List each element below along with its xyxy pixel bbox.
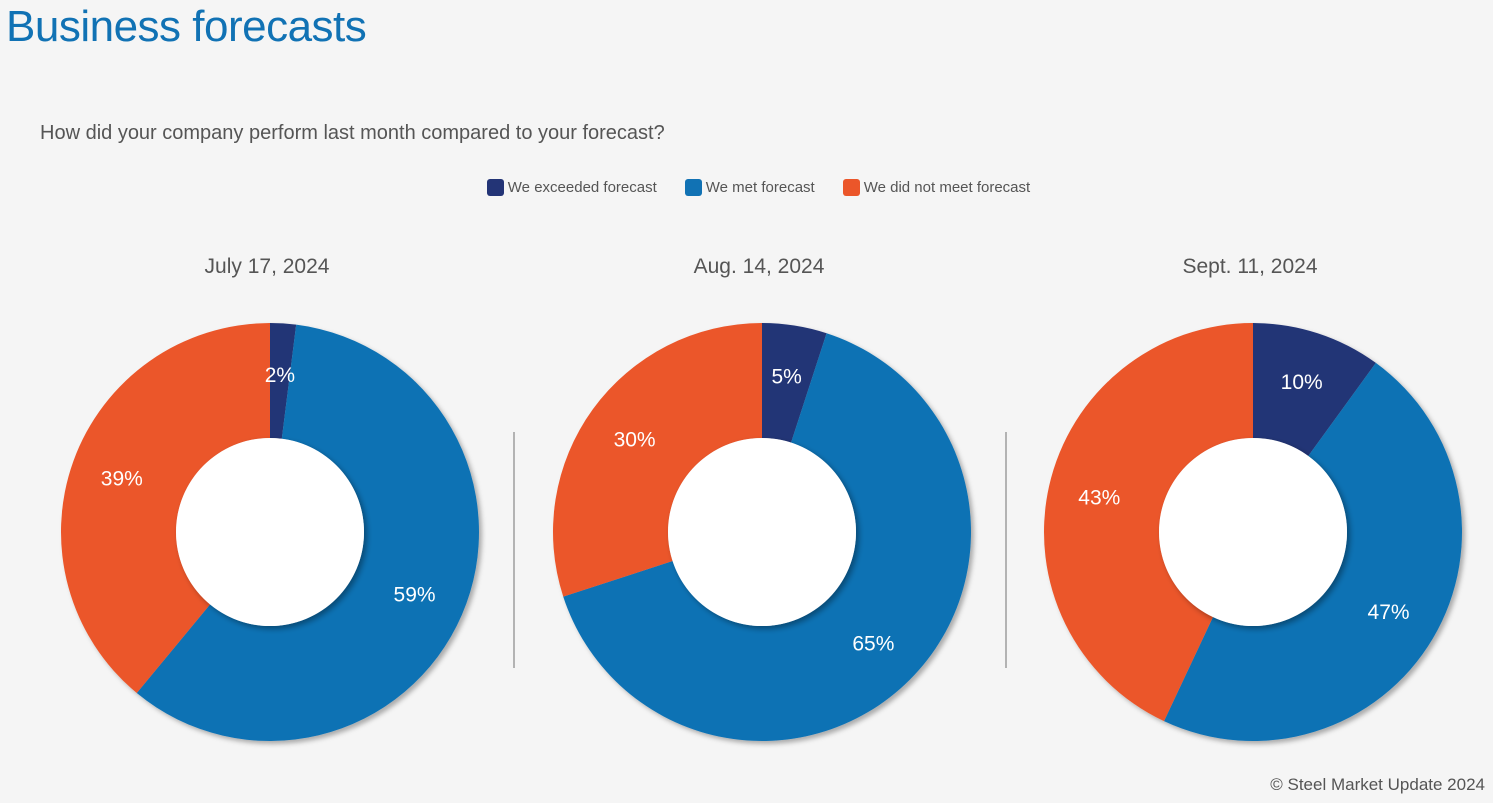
slice-july-met[interactable]: [136, 324, 479, 742]
chart-question: How did your company perform last month …: [40, 122, 665, 144]
donut-july: [60, 323, 479, 742]
chart-title-sept: Sept. 11, 2024: [1182, 255, 1318, 278]
slice-aug-exceeded[interactable]: [762, 323, 827, 443]
slice-sept-met[interactable]: [1164, 362, 1463, 742]
donut-hole-july: [176, 438, 364, 626]
data-label-sept-not-met: 43%: [1078, 487, 1120, 510]
donut-hole-sept: [1159, 438, 1347, 626]
data-label-sept-met: 47%: [1368, 601, 1410, 624]
page-title: Business forecasts: [6, 2, 367, 51]
legend-swatch-met: [684, 179, 702, 196]
slice-july-not-met[interactable]: [60, 323, 270, 694]
legend-swatch-exceeded: [486, 179, 504, 196]
donut-sept: [1044, 323, 1463, 742]
slice-sept-exceeded[interactable]: [1253, 323, 1376, 456]
legend-label-met: We met forecast: [705, 179, 815, 196]
donut-hole-aug: [668, 438, 856, 626]
data-label-july-met: 59%: [394, 584, 436, 607]
data-label-sept-exceeded: 10%: [1281, 371, 1323, 394]
legend-item-not-met[interactable]: We did not meet forecast: [842, 179, 1031, 196]
legend-swatch-not-met: [842, 179, 860, 196]
slice-aug-met[interactable]: [563, 333, 971, 742]
legend-item-exceeded[interactable]: We exceeded forecast: [486, 179, 657, 196]
legend-item-met[interactable]: We met forecast: [684, 179, 815, 196]
copyright-credit: © Steel Market Update 2024: [1270, 775, 1485, 794]
data-label-aug-exceeded: 5%: [771, 365, 801, 388]
legend: We exceeded forecast We met forecast We …: [0, 179, 1493, 196]
chart-title-july: July 17, 2024: [204, 255, 330, 278]
chart-title-aug: Aug. 14, 2024: [693, 255, 825, 278]
legend-label-exceeded: We exceeded forecast: [507, 179, 657, 196]
data-label-aug-not-met: 30%: [614, 428, 656, 451]
data-label-july-not-met: 39%: [101, 468, 143, 491]
donut-aug: [553, 323, 971, 742]
slice-aug-not-met[interactable]: [553, 323, 762, 597]
data-label-july-exceeded: 2%: [265, 364, 295, 387]
slice-july-exceeded[interactable]: [270, 323, 297, 439]
slice-sept-not-met[interactable]: [1044, 323, 1253, 722]
data-label-aug-met: 65%: [852, 632, 894, 655]
legend-label-not-met: We did not meet forecast: [863, 179, 1031, 196]
